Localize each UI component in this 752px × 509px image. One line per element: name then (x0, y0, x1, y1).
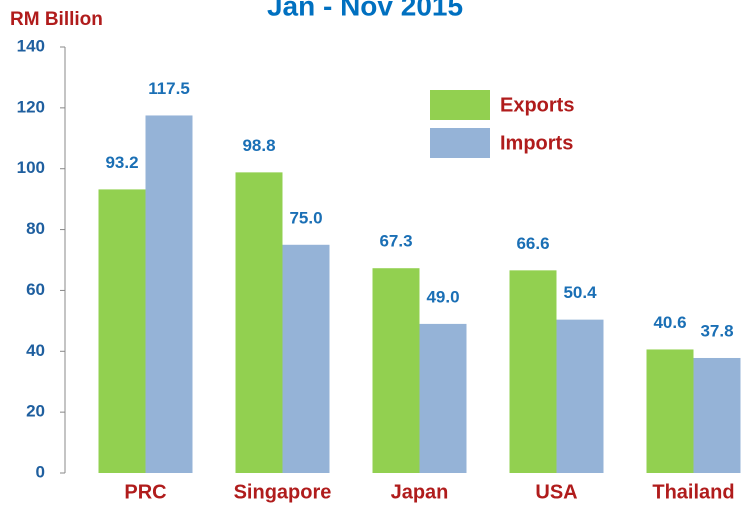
y-tick-label: 40 (26, 341, 45, 360)
bar (693, 357, 741, 473)
bar (145, 115, 193, 473)
legend-label: Imports (500, 132, 573, 154)
y-tick-label: 120 (17, 97, 45, 116)
chart-title: Jan - Nov 2015 (267, 0, 463, 21)
legend-swatch (430, 90, 490, 120)
x-tick-label: Japan (391, 481, 449, 503)
x-tick-label: Singapore (234, 481, 332, 503)
bar (235, 172, 283, 473)
bar (98, 189, 146, 474)
value-label: 40.6 (653, 313, 686, 332)
value-label: 66.6 (516, 234, 549, 253)
y-axis-label: RM Billion (10, 9, 103, 30)
y-tick-label: 0 (36, 462, 45, 481)
value-label: 49.0 (426, 287, 459, 306)
value-label: 67.3 (379, 232, 412, 251)
legend-label: Exports (500, 94, 574, 116)
y-tick-label: 60 (26, 280, 45, 299)
legend-swatch (430, 128, 490, 158)
x-tick-label: Thailand (652, 481, 734, 503)
bar (372, 268, 420, 473)
x-tick-label: PRC (124, 481, 166, 503)
value-label: 98.8 (242, 136, 275, 155)
value-label: 50.4 (563, 283, 597, 302)
y-tick-label: 140 (17, 36, 45, 55)
value-label: 75.0 (289, 208, 322, 227)
value-label: 93.2 (105, 153, 138, 172)
bar (556, 319, 604, 473)
value-label: 117.5 (148, 79, 190, 98)
y-tick-label: 20 (26, 402, 45, 421)
bar (509, 270, 557, 473)
value-label: 37.8 (700, 321, 733, 340)
y-tick-label: 80 (26, 219, 45, 238)
y-tick-label: 100 (17, 158, 45, 177)
x-tick-label: USA (535, 481, 577, 503)
bar (646, 349, 694, 473)
bar (282, 244, 330, 473)
bar (419, 323, 467, 473)
